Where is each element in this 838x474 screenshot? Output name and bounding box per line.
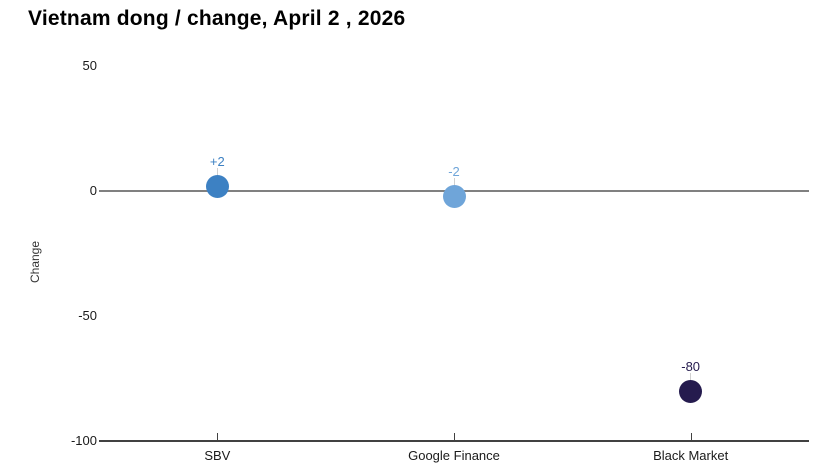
data-point-sbv <box>205 174 229 198</box>
x-axis-tick <box>454 433 455 440</box>
x-axis-tick <box>690 433 692 440</box>
data-point-label-google-finance: -2 <box>448 164 460 179</box>
y-axis-tick-label: -100 <box>70 433 97 448</box>
x-axis-category-label-black-market: Black Market <box>653 448 729 463</box>
x-axis-line <box>99 440 809 442</box>
x-axis-category-label-google-finance: Google Finance <box>408 448 500 463</box>
x-axis-tick <box>217 433 219 440</box>
chart-title: Vietnam dong / change, April 2 , 2026 <box>28 7 406 30</box>
x-axis-category-label-sbv: SBV <box>204 448 231 463</box>
data-point-label-black-market: -80 <box>681 359 701 374</box>
y-axis-tick-label: 0 <box>89 183 97 198</box>
data-point-black-market <box>679 379 703 403</box>
data-point-label-sbv: +2 <box>209 154 225 169</box>
data-point-google-finance <box>442 184 466 208</box>
y-axis-tick-label: -50 <box>78 308 97 323</box>
y-axis-tick-label: 50 <box>82 58 97 73</box>
